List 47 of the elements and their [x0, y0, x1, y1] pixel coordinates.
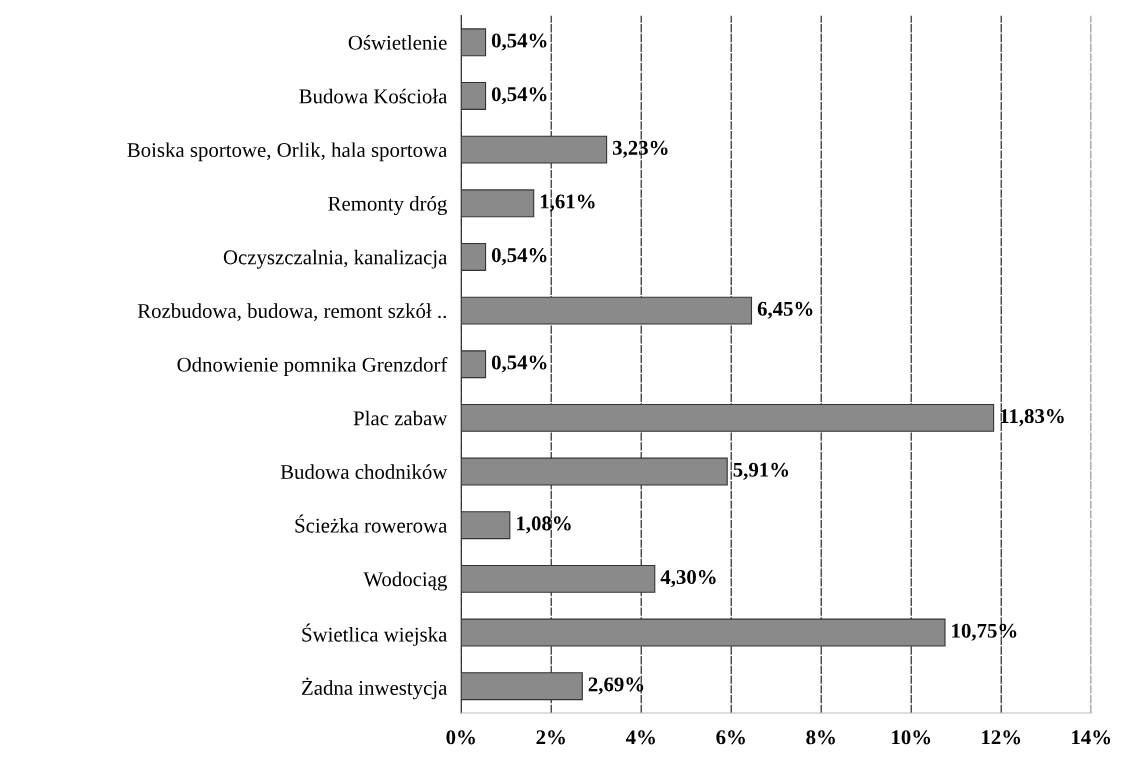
x-tick-label: 8%	[806, 730, 835, 745]
data-label: 3,23%	[612, 140, 668, 158]
x-tick-label: 4%	[625, 730, 655, 745]
x-tick-label: 2%	[536, 730, 565, 745]
data-label: 10,75%	[952, 623, 1017, 641]
data-label: 1,61%	[540, 194, 595, 212]
bar	[461, 28, 487, 57]
data-label: 4,30%	[660, 570, 716, 588]
y-tick-label: Świetlica wiejska	[302, 623, 448, 646]
bar	[461, 350, 487, 379]
x-tick-label: 12%	[982, 730, 1021, 745]
bar	[461, 457, 728, 486]
bar	[461, 82, 487, 110]
bar	[461, 511, 511, 540]
data-label: 1,08%	[517, 516, 571, 534]
data-label: 5,91%	[733, 462, 789, 480]
bar	[461, 672, 583, 701]
y-tick-label: Remonty dróg	[328, 196, 447, 216]
y-tick-label: Plac zabaw	[353, 410, 448, 426]
y-tick-label: Odnowienie pomnika Grenzdorf	[177, 356, 448, 377]
y-tick-label: Budowa Kościoła	[299, 88, 448, 104]
data-label: 6,45%	[757, 301, 813, 319]
y-tick-label: Boiska sportowe, Orlik, hala sportowa	[127, 142, 448, 162]
y-tick-label: Oczyszczalnia, kanalizacja	[223, 249, 448, 269]
data-label: 0,54%	[491, 33, 547, 51]
y-tick-label: Oświetlenie	[348, 35, 447, 50]
data-label: 0,54%	[491, 355, 547, 373]
y-tick-label: Rozbudowa, budowa, remont szkół ..	[137, 303, 446, 322]
bar	[461, 242, 487, 271]
y-tick-label: Ścieżka rowerowa	[295, 514, 448, 533]
x-tick-label: 10%	[892, 730, 931, 745]
x-tick-label: 6%	[716, 730, 745, 745]
data-label: 0,54%	[491, 248, 547, 266]
bar	[461, 564, 656, 593]
data-label: 2,69%	[588, 677, 644, 695]
bar	[461, 135, 608, 164]
y-tick-label: Wodociąg	[363, 571, 447, 591]
bar	[461, 618, 946, 647]
y-tick-label: Żadna inwestycja	[302, 677, 448, 700]
bar	[461, 403, 995, 432]
bar	[461, 189, 535, 218]
x-tick-label: 14%	[1072, 730, 1111, 745]
bar	[461, 296, 753, 325]
y-tick-label: Budowa chodników	[280, 464, 448, 479]
data-label: 0,54%	[491, 87, 547, 105]
x-tick-label: 0%	[446, 730, 475, 745]
data-label: 11,83%	[1000, 409, 1064, 427]
